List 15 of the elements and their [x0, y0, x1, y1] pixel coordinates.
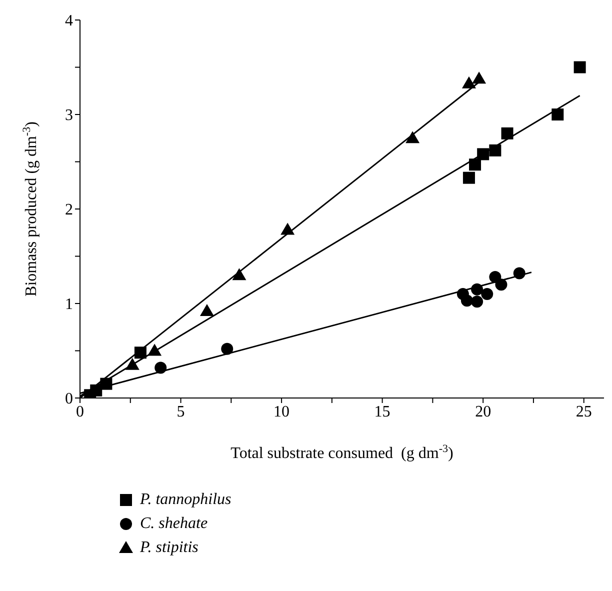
x-axis-title: Total substrate consumed (g dm$^{-3}$) — [230, 443, 454, 462]
x-tick-label: 5 — [176, 403, 185, 420]
x-tick-label: 10 — [274, 403, 290, 420]
y-tick-label: 4 — [65, 12, 73, 30]
y-tick-label: 2 — [65, 202, 73, 219]
x-tick-label: 0 — [76, 403, 84, 420]
x-tick-label: 20 — [475, 403, 492, 420]
y-tick-label: 3 — [65, 107, 73, 124]
x-tick-label: 15 — [374, 403, 390, 420]
legend-label: P. stipitis — [140, 539, 198, 556]
y-tick-label: 0 — [65, 390, 73, 408]
legend-label: P. tannophilus — [140, 491, 232, 508]
x-tick-label: 25 — [576, 403, 592, 420]
legend-label: C. shehate — [140, 515, 208, 532]
y-tick-label: 1 — [65, 296, 73, 314]
